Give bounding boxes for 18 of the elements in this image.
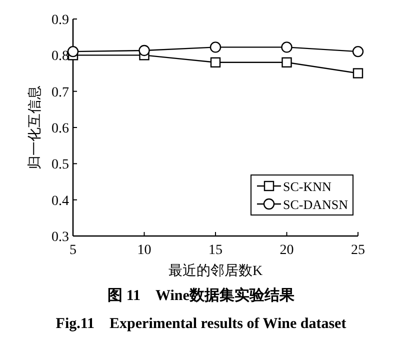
- x-axis-title: 最近的邻居数K: [168, 263, 263, 279]
- y-tick-label: 0.8: [52, 49, 69, 64]
- x-tick-label: 20: [280, 243, 294, 258]
- caption: 图 11 Wine数据集实验结果: [108, 286, 296, 304]
- y-tick-label: 0.7: [52, 85, 69, 100]
- x-tick-label: 10: [137, 243, 152, 258]
- y-axis-title: 归一化互信息: [27, 86, 43, 170]
- y-tick-label: 0.4: [52, 194, 69, 209]
- caption: Fig.11 Experimental results of Wine dataset: [56, 316, 346, 332]
- y-tick-label: 0.6: [52, 122, 69, 136]
- y-tick-label: 0.9: [52, 13, 69, 28]
- y-tick-label: 0.5: [52, 158, 69, 173]
- legend-label: SC-KNN: [283, 179, 332, 194]
- x-tick-label: 5: [70, 243, 76, 258]
- legend-label: SC-DANSN: [283, 197, 349, 212]
- y-tick-label: 0.3: [52, 230, 69, 245]
- x-tick-label: 25: [351, 243, 365, 258]
- x-tick-label: 15: [208, 243, 222, 258]
